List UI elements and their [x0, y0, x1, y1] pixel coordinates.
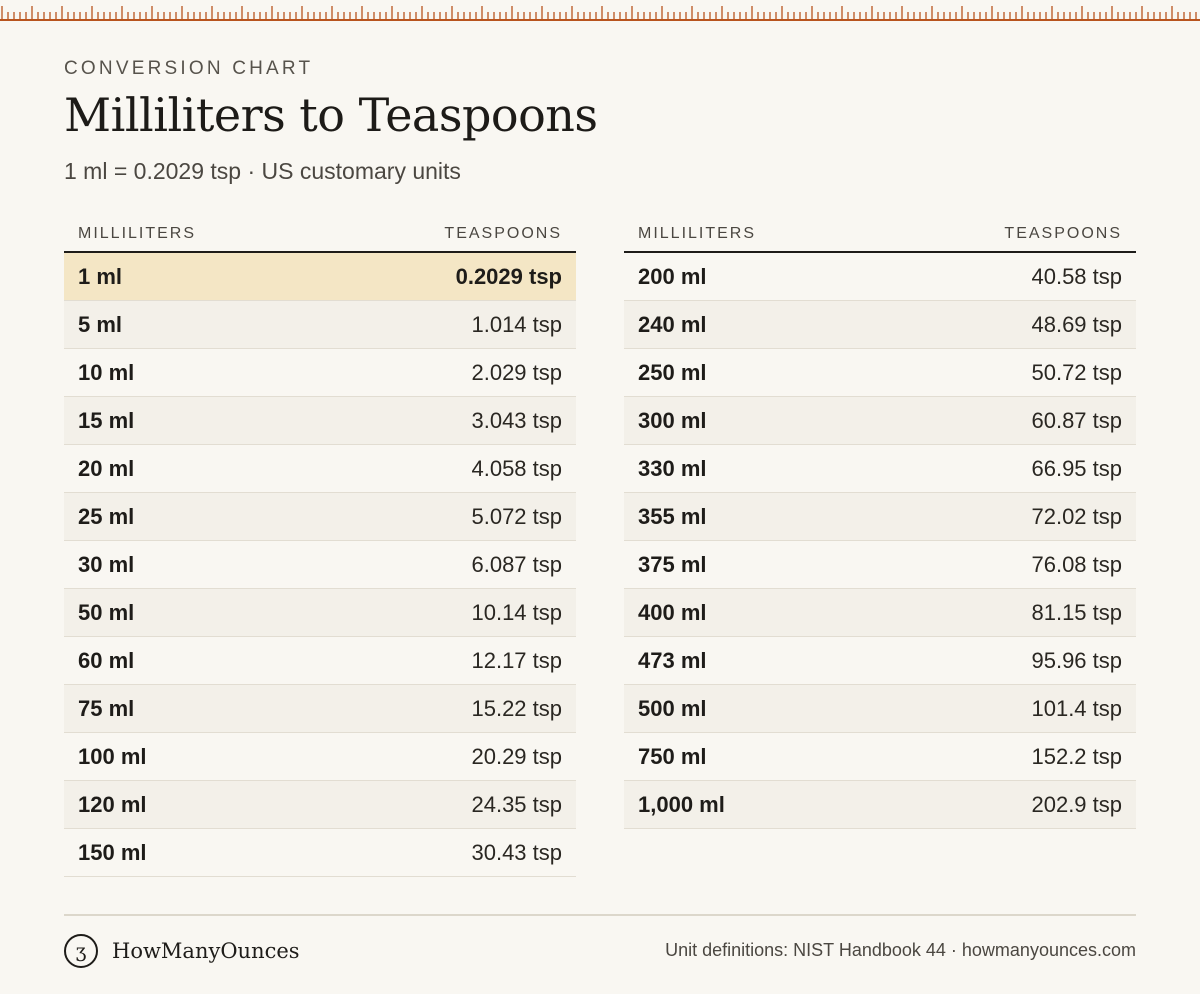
brand-logo-icon: ʒ — [64, 934, 98, 968]
footer-divider — [64, 914, 1136, 916]
teaspoons-value: 72.02 tsp — [1031, 503, 1122, 529]
source-note: Unit definitions: NIST Handbook 44 · how… — [665, 940, 1136, 960]
milliliters-value: 15 ml — [78, 407, 135, 433]
brand-name: HowManyOunces — [112, 939, 300, 963]
teaspoons-value: 66.95 tsp — [1031, 455, 1122, 481]
table-row: 5 ml 1.014 tsp — [64, 301, 576, 349]
teaspoons-value: 202.9 tsp — [1031, 791, 1122, 817]
teaspoons-value: 95.96 tsp — [1031, 647, 1122, 673]
ruler-ticks — [0, 6, 1200, 21]
table-row: 60 ml 12.17 tsp — [64, 637, 576, 685]
teaspoons-value: 50.72 tsp — [1031, 359, 1122, 385]
page-title: Milliliters to Teaspoons — [64, 88, 598, 142]
milliliters-value: 250 ml — [638, 359, 707, 385]
column-header-teaspoons: TEASPOONS — [1004, 224, 1122, 242]
ruler-border — [0, 0, 1200, 22]
column-header-teaspoons: TEASPOONS — [444, 224, 562, 242]
table-row: 500 ml 101.4 tsp — [624, 685, 1136, 733]
milliliters-value: 150 ml — [78, 839, 147, 865]
table-row: 330 ml 66.95 tsp — [624, 445, 1136, 493]
table-row: 30 ml 6.087 tsp — [64, 541, 576, 589]
milliliters-value: 330 ml — [638, 455, 707, 481]
milliliters-value: 30 ml — [78, 551, 135, 577]
table-header: MILLILITERS TEASPOONS — [624, 216, 1136, 253]
table-row: 250 ml 50.72 tsp — [624, 349, 1136, 397]
teaspoons-value: 5.072 tsp — [471, 503, 562, 529]
table-row: 750 ml 152.2 tsp — [624, 733, 1136, 781]
teaspoons-value: 6.087 tsp — [471, 551, 562, 577]
table-row: 75 ml 15.22 tsp — [64, 685, 576, 733]
table-row: 50 ml 10.14 tsp — [64, 589, 576, 637]
table-row: 375 ml 76.08 tsp — [624, 541, 1136, 589]
table-row: 1 ml 0.2029 tsp — [64, 253, 576, 301]
table-body: 1 ml 0.2029 tsp 5 ml 1.014 tsp 10 ml 2.029 ts… — [64, 253, 576, 877]
table-row: 473 ml 95.96 tsp — [624, 637, 1136, 685]
table-row: 300 ml 60.87 tsp — [624, 397, 1136, 445]
table-row: 25 ml 5.072 tsp — [64, 493, 576, 541]
table-row: 15 ml 3.043 tsp — [64, 397, 576, 445]
teaspoons-value: 24.35 tsp — [471, 791, 562, 817]
milliliters-value: 1,000 ml — [638, 791, 725, 817]
teaspoons-value: 20.29 tsp — [471, 743, 562, 769]
milliliters-value: 240 ml — [638, 311, 707, 337]
milliliters-value: 50 ml — [78, 599, 135, 625]
table-row: 355 ml 72.02 tsp — [624, 493, 1136, 541]
teaspoons-value: 12.17 tsp — [471, 647, 562, 673]
milliliters-value: 10 ml — [78, 359, 135, 385]
teaspoons-value: 60.87 tsp — [1031, 407, 1122, 433]
table-body: 200 ml 40.58 tsp 240 ml 48.69 tsp 250 ml 50.7… — [624, 253, 1136, 829]
column-header-milliliters: MILLILITERS — [78, 224, 197, 242]
teaspoons-value: 10.14 tsp — [471, 599, 562, 625]
table-row: 400 ml 81.15 tsp — [624, 589, 1136, 637]
table-row: 1,000 ml 202.9 tsp — [624, 781, 1136, 829]
milliliters-value: 473 ml — [638, 647, 707, 673]
milliliters-value: 1 ml — [78, 263, 123, 289]
teaspoons-value: 40.58 tsp — [1031, 263, 1122, 289]
milliliters-value: 20 ml — [78, 455, 135, 481]
teaspoons-value: 15.22 tsp — [471, 695, 562, 721]
milliliters-value: 75 ml — [78, 695, 135, 721]
teaspoons-value: 30.43 tsp — [471, 839, 562, 865]
teaspoons-value: 152.2 tsp — [1031, 743, 1122, 769]
teaspoons-value: 4.058 tsp — [471, 455, 562, 481]
teaspoons-value: 76.08 tsp — [1031, 551, 1122, 577]
table-row: 10 ml 2.029 tsp — [64, 349, 576, 397]
milliliters-value: 25 ml — [78, 503, 135, 529]
eyebrow-label: CONVERSION CHART — [64, 58, 314, 79]
conversion-table-left: MILLILITERS TEASPOONS 1 ml 0.2029 tsp 5 ml… — [64, 216, 576, 877]
milliliters-value: 500 ml — [638, 695, 707, 721]
teaspoons-value: 2.029 tsp — [471, 359, 562, 385]
table-header: MILLILITERS TEASPOONS — [64, 216, 576, 253]
milliliters-value: 355 ml — [638, 503, 707, 529]
table-row: 200 ml 40.58 tsp — [624, 253, 1136, 301]
teaspoons-value: 81.15 tsp — [1031, 599, 1122, 625]
conversion-table-right: MILLILITERS TEASPOONS 200 ml 40.58 tsp 240… — [624, 216, 1136, 829]
milliliters-value: 120 ml — [78, 791, 147, 817]
teaspoons-value: 48.69 tsp — [1031, 311, 1122, 337]
table-row: 100 ml 20.29 tsp — [64, 733, 576, 781]
milliliters-value: 750 ml — [638, 743, 707, 769]
milliliters-value: 300 ml — [638, 407, 707, 433]
milliliters-value: 375 ml — [638, 551, 707, 577]
table-row: 120 ml 24.35 tsp — [64, 781, 576, 829]
teaspoons-value: 101.4 tsp — [1031, 695, 1122, 721]
teaspoons-value: 3.043 tsp — [471, 407, 562, 433]
brand[interactable]: ʒ HowManyOunces — [64, 934, 300, 968]
teaspoons-value: 1.014 tsp — [471, 311, 562, 337]
milliliters-value: 100 ml — [78, 743, 147, 769]
table-row: 150 ml 30.43 tsp — [64, 829, 576, 877]
teaspoons-value: 0.2029 tsp — [455, 263, 562, 289]
milliliters-value: 400 ml — [638, 599, 707, 625]
column-header-milliliters: MILLILITERS — [638, 224, 757, 242]
milliliters-value: 60 ml — [78, 647, 135, 673]
table-row: 20 ml 4.058 tsp — [64, 445, 576, 493]
page-subtitle: 1 ml = 0.2029 tsp · US customary units — [64, 158, 461, 184]
milliliters-value: 200 ml — [638, 263, 707, 289]
table-row: 240 ml 48.69 tsp — [624, 301, 1136, 349]
milliliters-value: 5 ml — [78, 311, 123, 337]
